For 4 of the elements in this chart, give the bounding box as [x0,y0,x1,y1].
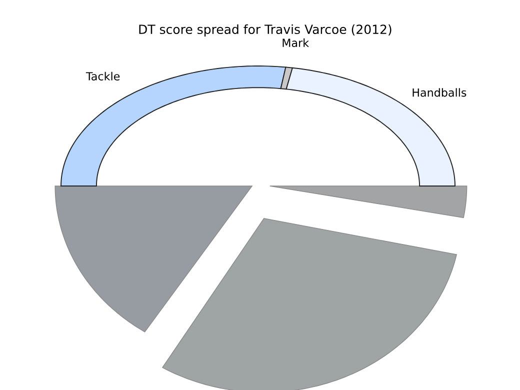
slice-label: Tackle [86,72,120,80]
slice-label: Handballs [412,88,466,97]
slice-label: Mark [282,38,310,48]
chart-title: DT score spread for Travis Varcoe (2012) [139,24,392,36]
